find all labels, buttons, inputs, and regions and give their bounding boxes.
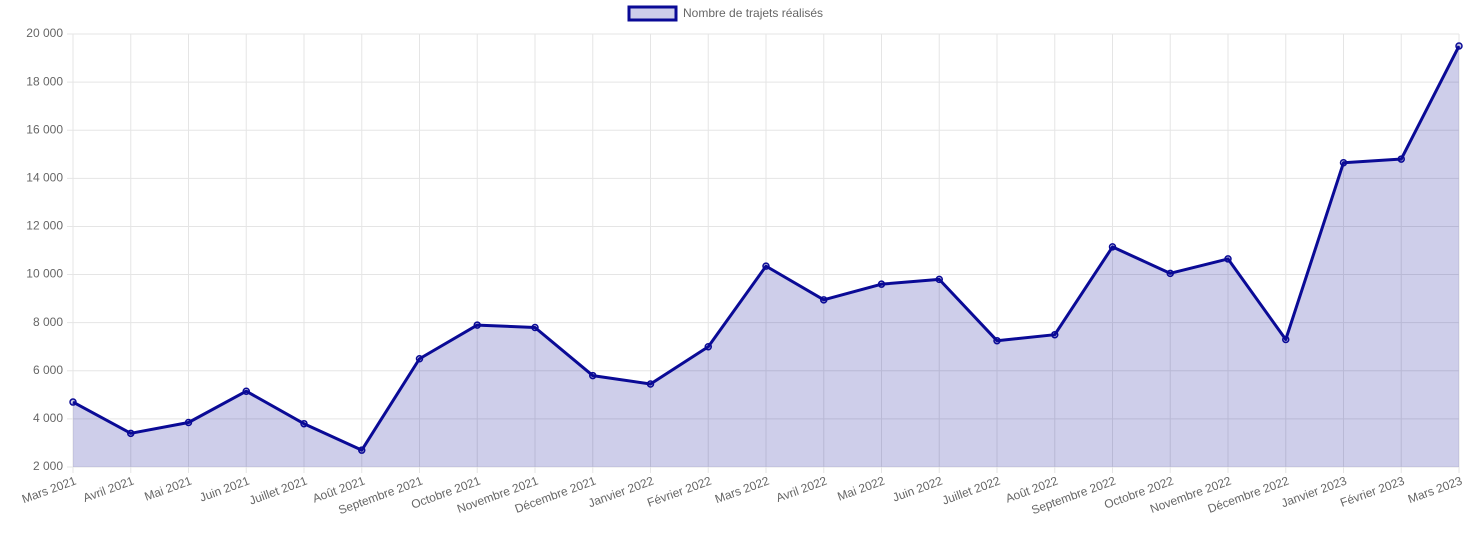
x-tick-label: Juin 2021 (198, 474, 252, 505)
x-tick-label: Avril 2022 (774, 474, 829, 505)
y-tick-label: 8 000 (33, 315, 63, 329)
point (473, 321, 481, 329)
x-tick-label: Mars 2021 (20, 474, 78, 507)
x-tick-label: Juillet 2021 (247, 474, 309, 508)
point (184, 418, 193, 427)
y-tick-label: 12 000 (26, 219, 63, 233)
x-tick-label: Février 2023 (1338, 474, 1406, 510)
point (1282, 335, 1290, 344)
point (935, 275, 943, 284)
point (646, 380, 655, 388)
point (242, 387, 250, 395)
x-tick-label: Mars 2023 (1406, 474, 1464, 507)
x-tick-label: Juillet 2022 (940, 474, 1002, 508)
point (1166, 269, 1174, 278)
point (358, 446, 366, 454)
x-tick-label: Mars 2022 (713, 474, 771, 507)
x-tick-label: Janvier 2023 (1279, 474, 1349, 511)
point (69, 398, 77, 406)
point (877, 280, 886, 288)
point (1051, 330, 1059, 339)
point (1108, 243, 1117, 251)
y-tick-label: 14 000 (26, 171, 63, 185)
point (993, 336, 1001, 345)
point (589, 371, 597, 380)
point (820, 296, 828, 304)
point (1397, 155, 1405, 163)
x-tick-label: Juin 2022 (891, 474, 945, 505)
x-tick-label: Janvier 2022 (586, 474, 656, 511)
legend-swatch (627, 5, 678, 22)
x-tick-label: Février 2022 (645, 474, 713, 510)
legend-label: Nombre de trajets réalisés (683, 6, 823, 20)
point (1224, 255, 1232, 263)
y-tick-label: 10 000 (26, 267, 63, 281)
y-tick-label: 16 000 (26, 122, 63, 136)
y-tick-label: 2 000 (33, 459, 63, 473)
y-tick-label: 4 000 (33, 411, 63, 425)
point (1339, 158, 1348, 167)
point (300, 419, 308, 428)
line (72, 45, 1461, 452)
y-tick-label: 18 000 (26, 74, 63, 88)
x-tick-label: Mai 2022 (835, 474, 886, 504)
y-tick-label: 20 000 (26, 26, 63, 40)
x-tick-label: Avril 2021 (81, 474, 136, 505)
y-tick-label: 6 000 (33, 363, 63, 377)
point (127, 429, 135, 438)
point (762, 262, 770, 270)
x-tick-label: Mai 2021 (142, 474, 193, 504)
point (704, 342, 712, 351)
point (531, 323, 539, 332)
point (415, 355, 424, 363)
point (1455, 42, 1463, 50)
